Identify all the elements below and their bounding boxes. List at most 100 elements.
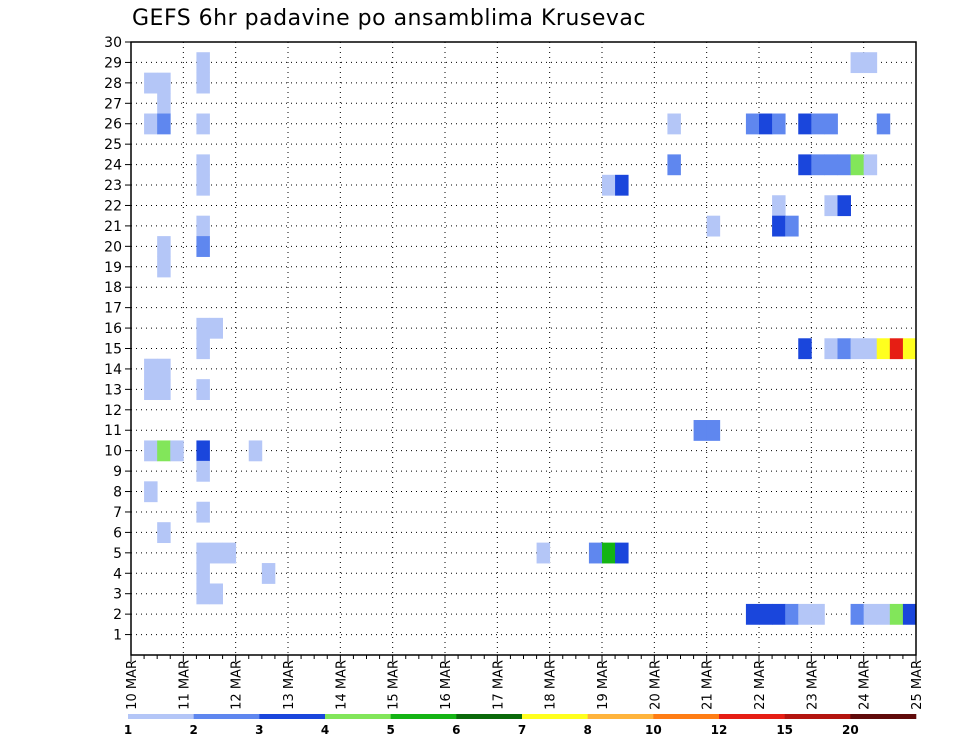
y-tick-label: 4 [113, 566, 122, 582]
heatmap-cell [196, 317, 210, 339]
x-tick-label: 12 MAR [230, 660, 245, 710]
legend-label: 12 [711, 723, 728, 737]
legend-swatch [653, 714, 720, 719]
legend-label: 10 [645, 723, 662, 737]
legend-swatch [587, 714, 654, 719]
y-tick-label: 14 [104, 362, 122, 378]
y-tick-label: 30 [104, 35, 122, 51]
y-tick-label: 9 [113, 464, 122, 480]
y-tick-label: 6 [113, 525, 122, 541]
chart-title: GEFS 6hr padavine po ansamblima Krusevac [132, 6, 646, 31]
legend-swatch [522, 714, 588, 719]
heatmap-cell [759, 603, 773, 625]
y-tick-label: 10 [104, 444, 122, 460]
x-tick-label: 25 MAR [910, 660, 925, 710]
heatmap-cell [196, 113, 210, 135]
legend-label: 3 [255, 723, 263, 737]
x-tick-label: 13 MAR [282, 660, 297, 710]
x-tick-label: 11 MAR [177, 660, 192, 710]
legend-swatch [390, 714, 457, 719]
heatmap-cell [170, 440, 184, 462]
heatmap-cell [196, 72, 210, 94]
heatmap-cell [837, 195, 851, 217]
y-tick-label: 19 [104, 260, 122, 276]
heatmap-cell [772, 195, 786, 217]
x-tick-label: 18 MAR [544, 660, 559, 710]
heatmap-cell [798, 338, 812, 360]
legend-swatch [719, 714, 785, 719]
heatmap-cell [196, 583, 210, 605]
y-tick-label: 13 [104, 382, 122, 398]
heatmap-cell [196, 236, 210, 257]
heatmap-cell [876, 603, 891, 625]
legend-label: 2 [189, 723, 197, 737]
legend-swatch [259, 714, 326, 719]
heatmap-cell [157, 72, 171, 94]
heatmap-cell [615, 542, 629, 564]
heatmap-cell [196, 542, 210, 564]
heatmap-cell [902, 338, 917, 360]
heatmap-cell [157, 440, 171, 462]
heatmap-cell [248, 440, 263, 462]
y-tick-label: 22 [104, 198, 122, 214]
legend-swatch [325, 714, 391, 719]
heatmap-cell [889, 603, 904, 625]
heatmap-cell [157, 522, 171, 544]
y-tick-label: 26 [104, 117, 122, 133]
y-tick-label: 2 [113, 607, 122, 623]
x-tick-label: 10 MAR [125, 660, 140, 710]
heatmap-cell [837, 338, 851, 360]
legend-label: 15 [776, 723, 793, 737]
heatmap-cell [157, 236, 171, 257]
heatmap-cell [772, 603, 786, 625]
heatmap-cell [772, 113, 786, 135]
heatmap-cell [209, 583, 223, 605]
heatmap-cell [876, 113, 891, 135]
legend-swatch [128, 714, 194, 719]
heatmap-cell [902, 603, 917, 625]
legend-label: 4 [321, 723, 329, 737]
x-tick-label: 20 MAR [648, 660, 663, 710]
heatmap-cell [588, 542, 603, 564]
heatmap-cell [144, 358, 158, 380]
heatmap-cell [785, 215, 799, 237]
x-tick-label: 14 MAR [334, 660, 349, 710]
heatmap-cell [785, 603, 799, 625]
heatmap-cell [798, 113, 812, 135]
x-tick-label: 24 MAR [858, 660, 873, 710]
heatmap-cell [196, 379, 210, 400]
y-tick-label: 16 [104, 321, 122, 337]
y-tick-label: 5 [113, 546, 122, 562]
x-tick-label: 21 MAR [701, 660, 716, 710]
x-tick-label: 15 MAR [387, 660, 402, 710]
heatmap-cell [667, 154, 681, 176]
heatmap-cell [157, 113, 171, 135]
heatmap-cell [850, 52, 865, 74]
heatmap-cell [196, 52, 210, 74]
y-tick-label: 17 [104, 301, 122, 317]
heatmap-cell [850, 338, 865, 360]
y-tick-label: 7 [113, 505, 122, 521]
legend-swatch [784, 714, 851, 719]
heatmap-cell [222, 542, 237, 564]
heatmap-cell [863, 52, 878, 74]
y-tick-label: 24 [104, 158, 122, 174]
heatmap-cell [144, 379, 158, 400]
heatmap-cell [667, 113, 681, 135]
heatmap-cell [196, 563, 210, 584]
heatmap-cell [824, 154, 838, 176]
heatmap-cell [196, 440, 210, 462]
y-tick-label: 28 [104, 76, 122, 92]
heatmap-cell [759, 113, 773, 135]
heatmap-cell [209, 317, 223, 339]
heatmap-cell [798, 603, 812, 625]
y-tick-label: 1 [113, 628, 122, 644]
heatmap-cell [811, 113, 825, 135]
y-tick-label: 15 [104, 342, 122, 358]
heatmap-cell [693, 420, 708, 441]
heatmap-cell [706, 215, 721, 237]
heatmap-cell [850, 154, 865, 176]
legend-label: 6 [452, 723, 460, 737]
heatmap-cell [196, 338, 210, 360]
